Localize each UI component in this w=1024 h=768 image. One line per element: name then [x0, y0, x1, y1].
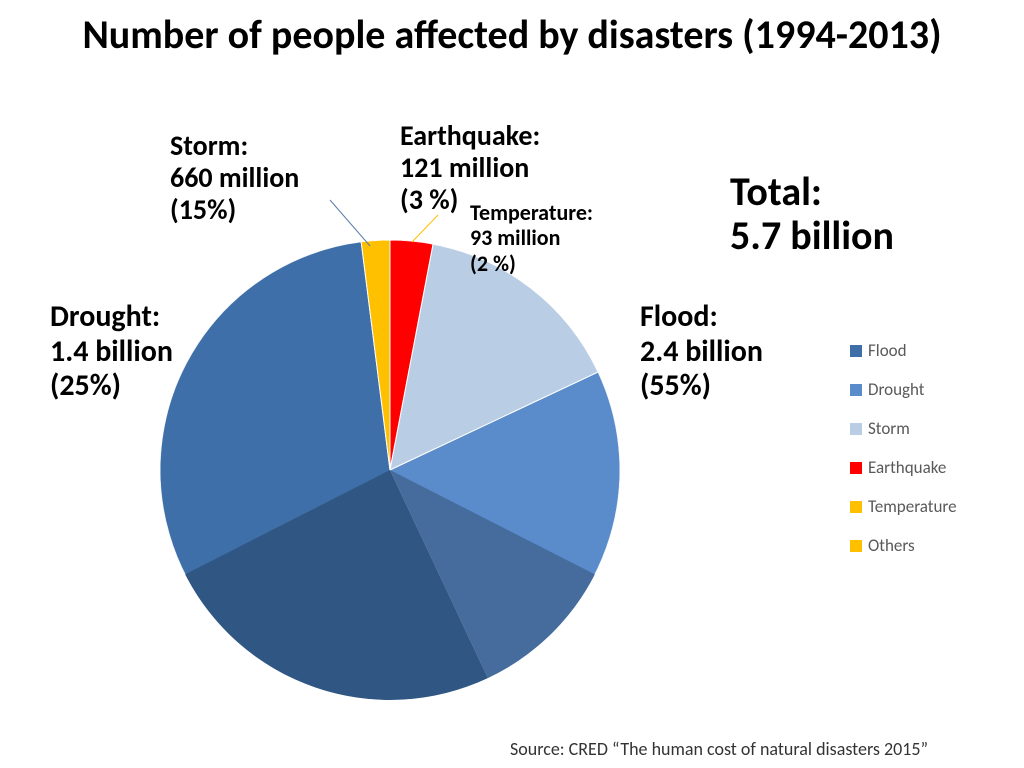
callout-storm-line3: (15%) [170, 194, 299, 226]
legend-label: Storm [868, 418, 910, 439]
legend-item: Others [850, 535, 957, 556]
callout-storm-line1: Storm: [170, 130, 299, 162]
legend-item: Storm [850, 418, 957, 439]
callout-flood-line1: Flood: [640, 300, 763, 335]
pie-chart [160, 240, 620, 705]
legend-label: Temperature [868, 496, 957, 517]
legend-label: Drought [868, 379, 924, 400]
legend-item: Drought [850, 379, 957, 400]
legend-item: Temperature [850, 496, 957, 517]
callout-drought-line3: (25%) [50, 369, 173, 404]
legend-swatch [850, 501, 862, 513]
legend-swatch [850, 384, 862, 396]
callout-flood: Flood: 2.4 billion (55%) [640, 300, 763, 404]
callout-flood-line2: 2.4 billion [640, 335, 763, 370]
callout-temperature-line1: Temperature: [470, 200, 593, 225]
legend-swatch [850, 462, 862, 474]
legend: Flood Drought Storm Earthquake Temperature Ot… [850, 340, 957, 574]
legend-label: Others [868, 535, 915, 556]
callout-earthquake-line1: Earthquake: [400, 120, 540, 152]
legend-item: Earthquake [850, 457, 957, 478]
callout-drought-line2: 1.4 billion [50, 335, 173, 370]
callout-temperature: Temperature: 93 million (2 %) [470, 200, 593, 276]
callout-storm: Storm: 660 million (15%) [170, 130, 299, 227]
legend-item: Flood [850, 340, 957, 361]
legend-swatch [850, 540, 862, 552]
callout-drought-line1: Drought: [50, 300, 173, 335]
leader-line [412, 215, 438, 242]
callout-drought: Drought: 1.4 billion (25%) [50, 300, 173, 404]
callout-earthquake-line2: 121 million [400, 152, 540, 184]
legend-swatch [850, 345, 862, 357]
callout-flood-line3: (55%) [640, 369, 763, 404]
source-text: Source: CRED “The human cost of natural … [510, 738, 928, 760]
chart-title: Number of people affected by disasters (… [0, 10, 1024, 59]
pie-svg [160, 240, 620, 700]
legend-label: Earthquake [868, 457, 946, 478]
legend-swatch [850, 423, 862, 435]
total-line1: Total: [730, 170, 894, 214]
total-line2: 5.7 billion [730, 214, 894, 258]
callout-temperature-line2: 93 million [470, 225, 593, 250]
total-label: Total: 5.7 billion [730, 170, 894, 258]
callout-storm-line2: 660 million [170, 162, 299, 194]
legend-label: Flood [868, 340, 907, 361]
callout-temperature-line3: (2 %) [470, 251, 593, 276]
